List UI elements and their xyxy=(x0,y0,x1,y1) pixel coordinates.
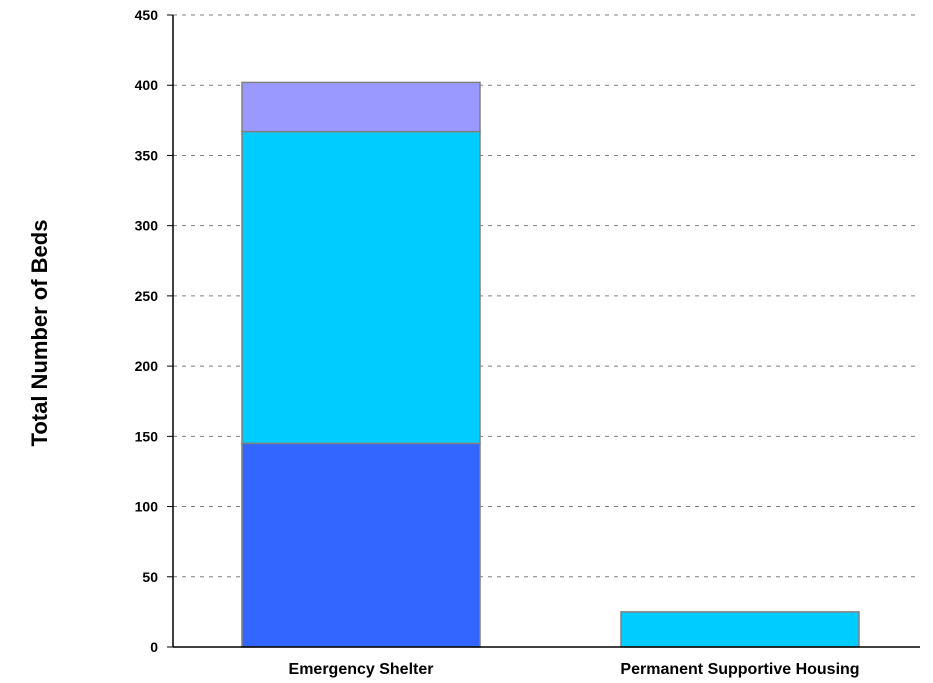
gridlines xyxy=(173,14,920,578)
y-tick-label: 150 xyxy=(135,428,159,444)
x-tick-labels: Emergency Shelter Permanent Supportive Ho… xyxy=(289,661,860,678)
axes xyxy=(167,14,920,648)
y-axis-title: Total Number of Beds xyxy=(27,220,52,447)
bar-segment xyxy=(241,130,481,445)
bar-segment xyxy=(241,81,481,133)
x-tick-label: Emergency Shelter xyxy=(289,661,434,678)
y-tick-label: 100 xyxy=(135,499,159,515)
bar-segment xyxy=(241,442,481,648)
x-tick-label: Permanent Supportive Housing xyxy=(620,661,859,678)
y-tick-labels: 0 50 100 150 200 250 300 350 400 450 xyxy=(135,7,159,655)
y-tick-label: 0 xyxy=(150,639,158,655)
y-tick-label: 450 xyxy=(135,7,159,23)
bar-segment xyxy=(620,611,860,648)
y-tick-label: 350 xyxy=(135,147,159,163)
bars xyxy=(241,81,860,648)
y-tick-label: 400 xyxy=(135,77,159,93)
y-tick-label: 50 xyxy=(142,569,158,585)
y-tick-label: 200 xyxy=(135,358,159,374)
y-tick-label: 250 xyxy=(135,288,159,304)
y-tick-label: 300 xyxy=(135,218,159,234)
